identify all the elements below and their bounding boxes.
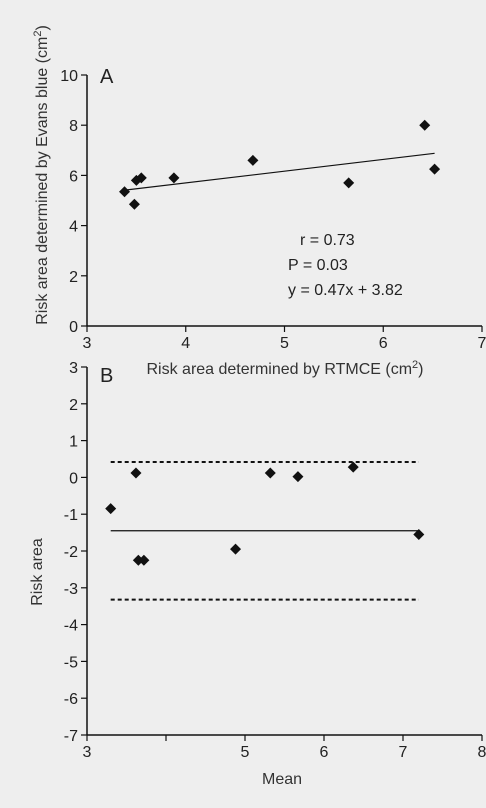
annotation-r: r = 0.73 bbox=[300, 232, 355, 249]
panel-a-y-tick-label: 4 bbox=[69, 219, 78, 236]
panel-a-y-tick-label: 2 bbox=[69, 269, 78, 286]
panel-b-data-point bbox=[264, 467, 276, 479]
panel-a-y-tick-label: 8 bbox=[69, 118, 78, 135]
panel-b-data-point bbox=[132, 554, 144, 566]
panel-b-label: B bbox=[100, 365, 113, 387]
panel-b-y-tick-label: -6 bbox=[64, 691, 78, 708]
panel-a-data-point bbox=[429, 163, 441, 175]
panel-a-data-point bbox=[343, 177, 355, 189]
panel-b-y-tick-label: -1 bbox=[64, 507, 78, 524]
panel-b-y-tick-label: 3 bbox=[69, 360, 78, 377]
panel-a-scatter: A 0 2 4 6 8 10 3 4 5 6 7 r = 0.73 P = 0.03 y = 0.4… bbox=[32, 25, 486, 378]
panel-a-x-tick-label: 4 bbox=[181, 335, 190, 352]
panel-b-x-tick-label: 7 bbox=[399, 744, 408, 761]
panel-a-x-tick-label: 7 bbox=[478, 335, 486, 352]
panel-a-label: A bbox=[100, 66, 114, 88]
panel-b-data-point bbox=[105, 503, 117, 515]
panel-b-data-point bbox=[347, 461, 359, 473]
panel-a-y-tick-label: 0 bbox=[69, 319, 78, 336]
panel-b-y-tick-label: -2 bbox=[64, 544, 78, 561]
panel-b-y-tick-label: -7 bbox=[64, 728, 78, 745]
panel-a-y-tick-label: 6 bbox=[69, 168, 78, 185]
panel-b-y-tick-label: -4 bbox=[64, 618, 78, 635]
panel-a-x-tick-label: 3 bbox=[83, 335, 92, 352]
panel-a-data-point bbox=[119, 186, 131, 198]
panel-b-y-tick-label: -3 bbox=[64, 581, 78, 598]
panel-a-x-tick-label: 5 bbox=[280, 335, 289, 352]
panel-b-x-axis-label: Mean bbox=[262, 771, 302, 788]
panel-a-x-axis-label: Risk area determined by RTMCE (cm2) bbox=[146, 359, 423, 378]
panel-b-data-point bbox=[138, 554, 150, 566]
panel-b-data-point bbox=[230, 543, 242, 555]
panel-b-data-point bbox=[130, 467, 142, 479]
panel-a-x-tick-label: 6 bbox=[379, 335, 388, 352]
panel-b-y-tick-label: 1 bbox=[69, 434, 78, 451]
panel-b-data-point bbox=[292, 471, 304, 483]
panel-b-x-tick-label: 5 bbox=[241, 744, 250, 761]
annotation-p: P = 0.03 bbox=[288, 257, 348, 274]
panel-a-data-point bbox=[128, 198, 140, 210]
panel-b-y-tick-label: 2 bbox=[69, 397, 78, 414]
panel-a-data-point bbox=[247, 154, 259, 166]
panel-a-y-tick-label: 10 bbox=[60, 68, 78, 85]
panel-b-data-point bbox=[413, 528, 425, 540]
panel-b-x-tick-label: 8 bbox=[478, 744, 486, 761]
panel-b-y-tick-label: -5 bbox=[64, 654, 78, 671]
panel-a-data-point bbox=[135, 172, 147, 184]
panel-b-y-tick-label: 0 bbox=[69, 470, 78, 487]
annotation-equation: y = 0.47x + 3.82 bbox=[288, 282, 403, 299]
panel-a-data-point bbox=[168, 172, 180, 184]
panel-a-y-axis-label: Risk area determined by Evans blue (cm2) bbox=[32, 25, 51, 325]
panel-b-y-axis-label: Risk area bbox=[29, 538, 46, 606]
panel-b-bland-altman: B -7 -6 -5 -4 -3 -2 -1 0 1 2 3 3 5 6 7 8 Mean Risk area bbox=[29, 360, 486, 788]
regression-line bbox=[124, 152, 435, 191]
panel-a-data-point bbox=[419, 119, 431, 131]
panel-b-x-tick-label: 6 bbox=[320, 744, 329, 761]
panel-b-x-tick-label: 3 bbox=[83, 744, 92, 761]
